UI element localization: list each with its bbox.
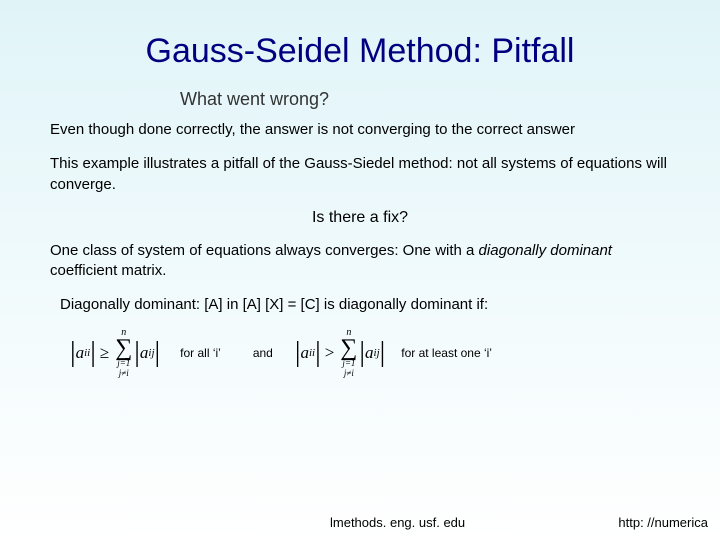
dd-definition: Diagonally dominant: [A] in [A] [X] = [C… <box>60 295 670 315</box>
para3-pre: One class of system of equations always … <box>50 242 479 259</box>
formula2-note: for at least one ‘i’ <box>401 346 492 360</box>
formula1-note: for all ‘i’ <box>180 346 221 360</box>
formula-2: |aii| > n ∑ j=1j≠i |aij| <box>295 328 385 379</box>
and-text: and <box>253 346 273 360</box>
formula-row: |aii| ≥ n ∑ j=1j≠i |aij| for all ‘i’ and… <box>70 328 720 379</box>
slide-title: Gauss-Seidel Method: Pitfall <box>0 0 720 89</box>
para3-post: coefficient matrix. <box>50 262 166 279</box>
paragraph-2: This example illustrates a pitfall of th… <box>50 154 670 195</box>
footer-mid: lmethods. eng. usf. edu <box>330 515 465 530</box>
para3-emphasis: diagonally dominant <box>479 242 612 259</box>
paragraph-3: One class of system of equations always … <box>50 241 670 282</box>
center-question: Is there a fix? <box>0 209 720 227</box>
footer-url: http: //numerica <box>618 515 708 530</box>
paragraph-1: Even though done correctly, the answer i… <box>50 120 670 140</box>
subtitle: What went wrong? <box>180 89 720 110</box>
formula-1: |aii| ≥ n ∑ j=1j≠i |aij| <box>70 328 160 379</box>
